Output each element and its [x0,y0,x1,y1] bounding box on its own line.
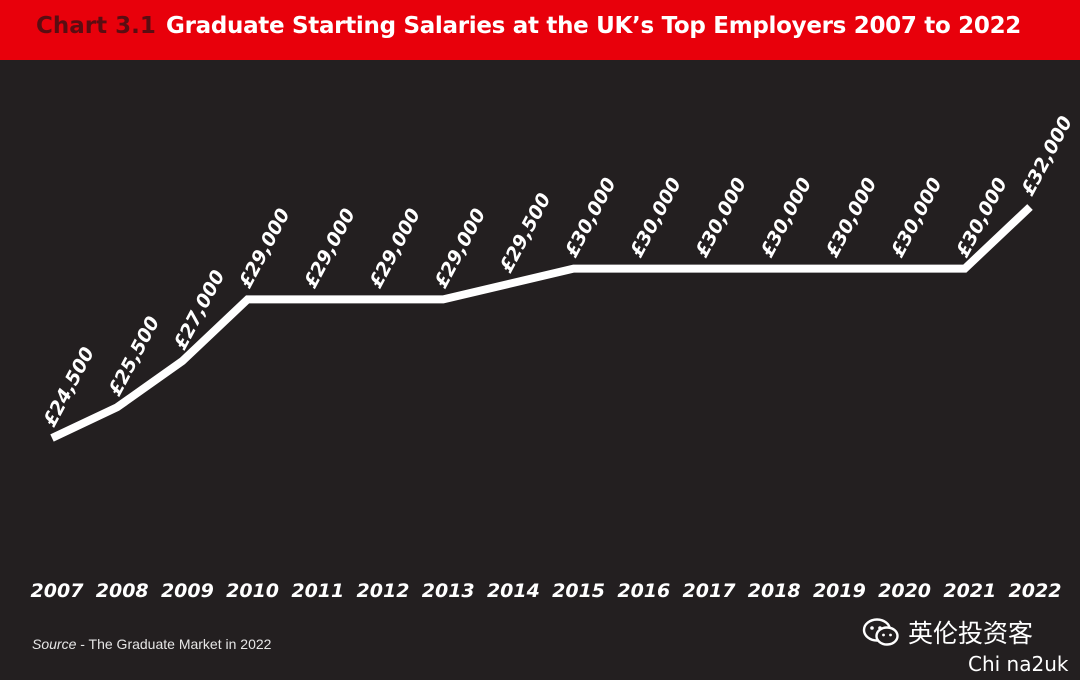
x-tick-label: 2008 [96,580,149,602]
watermark-subtext: Chi na2uk [968,652,1069,676]
data-label: £29,000 [300,205,360,292]
chart-header: Chart 3.1 Graduate Starting Salaries at … [0,0,1080,60]
data-label: £30,000 [887,174,947,261]
data-label: £30,000 [626,174,686,261]
salary-line-chart: £24,5002007£25,5002008£27,0002009£29,000… [31,113,1077,602]
data-label: £25,500 [104,313,164,400]
x-tick-label: 2013 [422,580,475,602]
x-tick-label: 2007 [31,580,85,602]
chart-number: Chart 3.1 [36,13,156,39]
data-label: £30,000 [561,174,621,261]
wechat-watermark-text: 英伦投资客 [908,619,1034,648]
x-tick-label: 2011 [291,580,344,602]
x-tick-label: 2019 [813,580,866,602]
x-tick-label: 2012 [357,580,410,602]
x-tick-label: 2018 [748,580,801,602]
source-prefix: Source [32,636,77,652]
data-label: £30,000 [821,174,881,261]
data-label: £29,000 [235,205,295,292]
x-tick-label: 2017 [683,580,737,602]
x-tick-label: 2016 [617,580,670,602]
x-tick-label: 2014 [487,580,540,602]
x-tick-label: 2010 [226,580,279,602]
x-tick-label: 2021 [943,580,996,602]
chart-title: Graduate Starting Salaries at the UK’s T… [166,13,1021,39]
source-text: - The Graduate Market in 2022 [76,636,272,652]
wechat-watermark: 英伦投资客 [862,614,1033,650]
x-tick-label: 2020 [878,580,931,602]
data-label: £29,000 [365,205,425,292]
data-label: £30,000 [691,174,751,261]
data-label: £32,000 [1017,113,1077,200]
wechat-icon [862,618,899,646]
data-label: £29,000 [430,205,490,292]
series-line [50,204,1033,442]
source-note: Source - The Graduate Market in 2022 [32,636,271,652]
x-tick-label: 2022 [1009,580,1062,602]
data-label: £29,500 [495,190,555,277]
x-tick-label: 2015 [552,580,605,602]
x-tick-label: 2009 [161,580,214,602]
data-label: £30,000 [756,174,816,261]
